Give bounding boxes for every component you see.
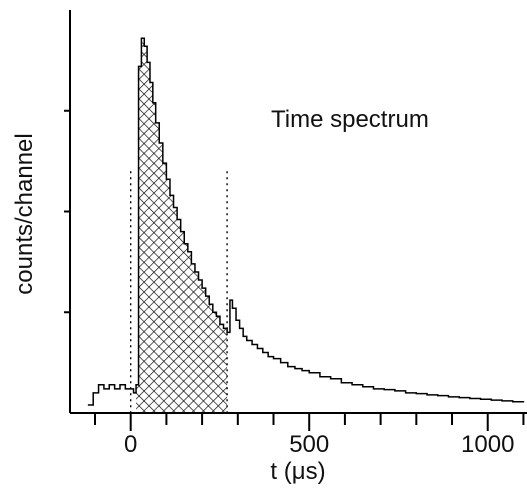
series <box>87 37 525 406</box>
gate-lines <box>129 171 228 413</box>
y-axis-label: counts/channel <box>11 133 38 294</box>
y-ticks <box>64 109 70 314</box>
hatched-region <box>136 38 228 414</box>
x-tick-label: 500 <box>289 431 329 458</box>
chart-title: Time spectrum <box>271 106 429 133</box>
spectrum-line <box>87 37 525 406</box>
x-tick-label: 0 <box>124 431 137 458</box>
hatch-fill-b <box>136 38 228 414</box>
x-ticks: 0 500 1000 <box>93 413 525 458</box>
x-axis-label: t (μs) <box>270 458 325 485</box>
x-tick-label: 1000 <box>461 431 514 458</box>
